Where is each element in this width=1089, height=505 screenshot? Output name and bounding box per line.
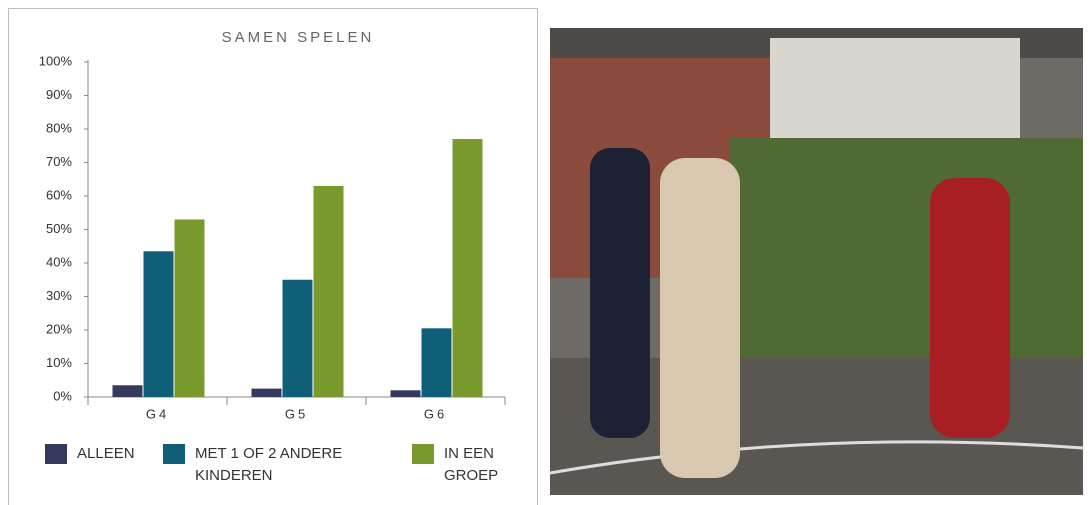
photo xyxy=(550,28,1083,495)
y-tick-label: 40% xyxy=(46,254,72,269)
chart-panel xyxy=(8,8,538,505)
bar xyxy=(313,185,344,397)
legend-item: ALLEEN xyxy=(45,443,165,465)
y-tick-label: 30% xyxy=(46,288,72,303)
legend-item: IN EEN GROEP xyxy=(412,443,522,487)
bar xyxy=(282,279,313,397)
legend-swatch xyxy=(412,444,434,464)
bar xyxy=(143,251,174,397)
bar xyxy=(174,219,205,397)
y-tick-label: 10% xyxy=(46,355,72,370)
bar xyxy=(452,139,483,398)
y-tick-label: 80% xyxy=(46,120,72,135)
bar xyxy=(390,390,421,397)
legend-label: MET 1 OF 2 ANDERE KINDEREN xyxy=(195,445,343,484)
y-tick-label: 90% xyxy=(46,87,72,102)
child xyxy=(930,178,1010,438)
child xyxy=(590,148,650,438)
court-line xyxy=(550,440,1083,475)
hedge xyxy=(730,138,1083,368)
legend-item: MET 1 OF 2 ANDERE KINDEREN xyxy=(163,443,393,487)
legend-label: ALLEEN xyxy=(77,445,135,462)
legend-swatch xyxy=(163,444,185,464)
chart-title: SAMEN SPELEN xyxy=(222,29,375,46)
y-tick-label: 60% xyxy=(46,187,72,202)
y-tick-label: 50% xyxy=(46,221,72,236)
bar xyxy=(112,385,143,397)
y-tick-label: 100% xyxy=(39,53,73,68)
bar xyxy=(421,328,452,397)
legend-label: IN EEN GROEP xyxy=(444,445,499,484)
x-tick-label: G4 xyxy=(146,406,169,421)
child xyxy=(660,158,740,478)
legend-swatch xyxy=(45,444,67,464)
x-tick-label: G5 xyxy=(285,406,308,421)
y-tick-label: 0% xyxy=(53,388,72,403)
y-tick-label: 20% xyxy=(46,321,72,336)
x-tick-label: G6 xyxy=(424,406,447,421)
y-tick-label: 70% xyxy=(46,154,72,169)
chart: SAMEN SPELEN 0% 10% 20% 30% 40% 50% 60% 70% 80% 9… xyxy=(39,29,506,421)
bar xyxy=(251,388,282,397)
building-windows xyxy=(770,38,1020,148)
